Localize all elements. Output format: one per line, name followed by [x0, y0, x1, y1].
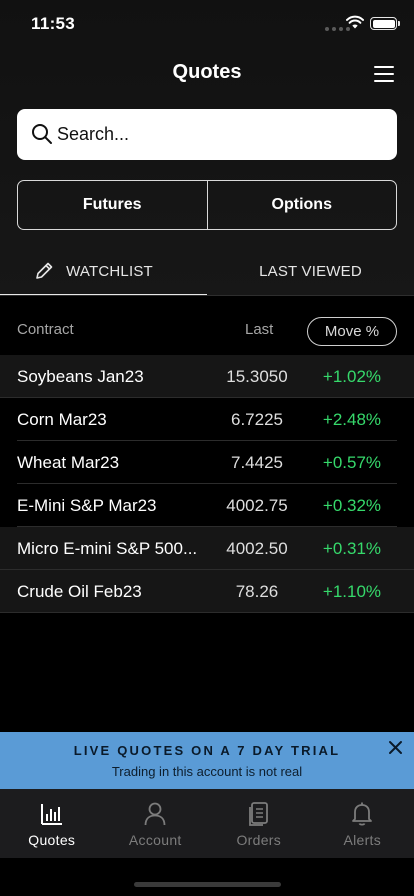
nav-alerts-label: Alerts — [343, 832, 382, 848]
document-icon — [248, 802, 268, 826]
contract-name: Crude Oil Feb23 — [17, 582, 142, 601]
table-header: Contract Last Move % — [0, 310, 414, 350]
status-time: 11:53 — [31, 14, 76, 33]
move-percent-toggle-button[interactable]: Move % — [307, 317, 397, 346]
quote-row[interactable]: Soybeans Jan23 15.3050 +1.02% — [0, 355, 414, 398]
pencil-icon — [36, 262, 53, 279]
last-price: 4002.75 — [226, 496, 288, 515]
tab-last-viewed[interactable]: LAST VIEWED — [207, 246, 414, 296]
last-column-header: Last — [245, 321, 274, 338]
trial-banner-title: LIVE QUOTES ON A 7 DAY TRIAL — [73, 743, 341, 758]
search-box[interactable] — [17, 109, 397, 160]
tab-last-viewed-label: LAST VIEWED — [259, 262, 362, 280]
move-percent: +1.10% — [322, 582, 382, 601]
tab-watchlist-label: WATCHLIST — [66, 262, 153, 280]
contract-name: Wheat Mar23 — [17, 453, 120, 472]
divider — [0, 295, 414, 296]
hamburger-menu-icon[interactable] — [374, 66, 394, 82]
nav-orders-label: Orders — [236, 832, 282, 848]
status-bar: 11:53 — [0, 0, 414, 50]
quotes-list: Soybeans Jan23 15.3050 +1.02% Corn Mar23… — [0, 355, 414, 613]
nav-account-label: Account — [128, 832, 182, 848]
nav-quotes[interactable]: Quotes — [0, 789, 104, 858]
wifi-icon — [346, 15, 364, 29]
quote-row[interactable]: Micro E-mini S&P 500... 4002.50 +0.31% — [0, 527, 414, 570]
search-icon — [32, 124, 52, 144]
search-input[interactable] — [57, 109, 387, 160]
home-area — [0, 858, 414, 896]
contract-name: E-Mini S&P Mar23 — [17, 496, 157, 515]
last-price: 7.4425 — [231, 453, 283, 472]
quote-row[interactable]: Wheat Mar23 7.4425 +0.57% — [0, 441, 414, 484]
bar-chart-icon — [40, 804, 62, 825]
contract-name: Corn Mar23 — [17, 410, 107, 429]
move-percent: +0.32% — [322, 496, 382, 515]
nav-quotes-label: Quotes — [28, 832, 76, 848]
last-price: 78.26 — [235, 582, 279, 601]
last-price: 15.3050 — [226, 367, 288, 386]
page-title: Quotes — [172, 61, 242, 83]
trial-banner: LIVE QUOTES ON A 7 DAY TRIAL Trading in … — [0, 732, 414, 789]
move-percent: +1.02% — [322, 367, 382, 386]
move-percent: +2.48% — [322, 410, 382, 429]
tab-bar: WATCHLIST LAST VIEWED — [0, 246, 414, 296]
nav-orders[interactable]: Orders — [207, 789, 311, 858]
move-percent: +0.57% — [322, 453, 382, 472]
quote-row[interactable]: Corn Mar23 6.7225 +2.48% — [0, 398, 414, 441]
futures-button[interactable]: Futures — [82, 196, 142, 213]
options-button[interactable]: Options — [206, 181, 397, 229]
close-icon[interactable] — [387, 739, 404, 756]
quote-row[interactable]: Crude Oil Feb23 78.26 +1.10% — [0, 570, 414, 613]
segment-control: Futures Options — [17, 180, 397, 230]
bell-icon — [352, 802, 373, 826]
contract-name: Soybeans Jan23 — [17, 367, 144, 386]
battery-icon — [370, 17, 400, 30]
last-price: 4002.50 — [226, 539, 288, 558]
tab-watchlist[interactable]: WATCHLIST — [0, 246, 207, 296]
contract-column-header: Contract — [17, 321, 74, 338]
quote-row[interactable]: E-Mini S&P Mar23 4002.75 +0.32% — [0, 484, 414, 527]
cellular-signal-icon — [325, 27, 350, 31]
person-icon — [144, 802, 166, 826]
last-price: 6.7225 — [231, 410, 283, 429]
home-indicator[interactable] — [134, 882, 281, 887]
move-percent: +0.31% — [322, 539, 382, 558]
contract-name: Micro E-mini S&P 500... — [17, 539, 198, 558]
trial-banner-subtitle: Trading in this account is not real — [111, 764, 303, 779]
nav-alerts[interactable]: Alerts — [311, 789, 414, 858]
nav-account[interactable]: Account — [104, 789, 208, 858]
bottom-tab-bar: Quotes Account Orders Alerts — [0, 789, 414, 858]
